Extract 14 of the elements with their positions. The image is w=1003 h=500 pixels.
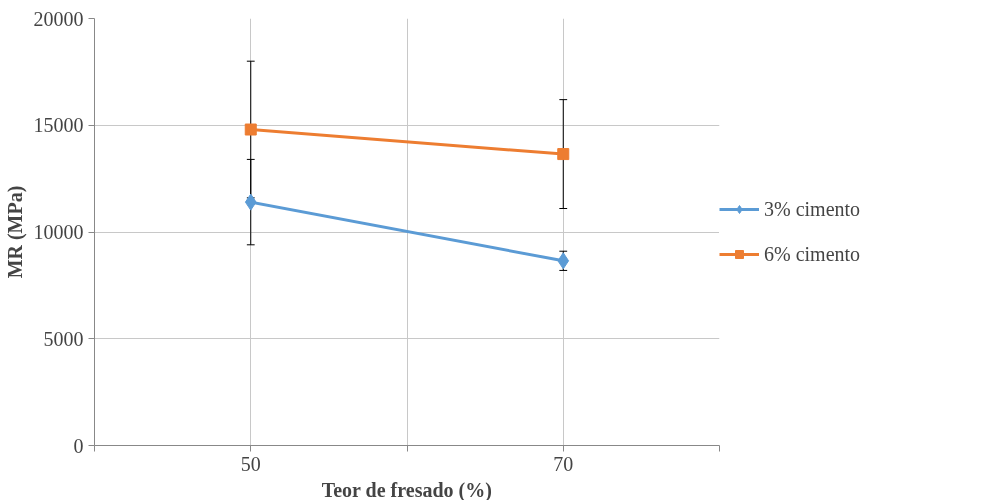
y-tick-label: 20000 <box>33 7 84 30</box>
y-tick-label: 5000 <box>43 327 84 350</box>
x-axis-title: Teor de fresado (%) <box>321 478 492 500</box>
point <box>557 148 570 161</box>
y-tick-label: 10000 <box>33 221 84 243</box>
point <box>244 193 257 211</box>
y-axis-title: MR (MPa) <box>3 185 27 279</box>
y-tick-label: 0 <box>73 434 84 457</box>
point <box>244 123 257 136</box>
x-tick-label: 50 <box>240 452 261 475</box>
legend-label: 6% cimento <box>764 242 861 266</box>
x-tick-label: 70 <box>553 452 574 475</box>
legend-label: 3% cimento <box>764 197 861 221</box>
y-tick-label: 15000 <box>33 114 84 137</box>
